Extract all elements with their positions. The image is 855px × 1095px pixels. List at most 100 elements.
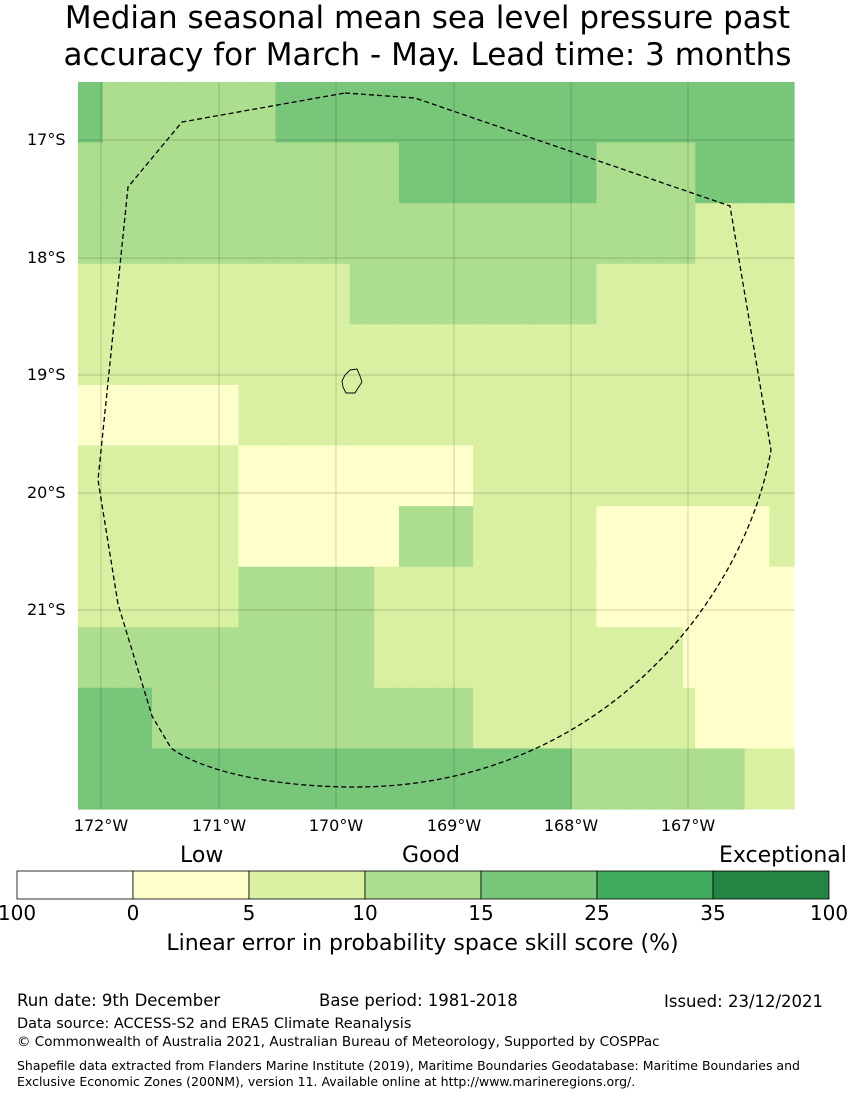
- grid-cell: [300, 142, 314, 204]
- grid-cell: [633, 748, 647, 810]
- grid-cell: [189, 627, 203, 689]
- grid-cell: [522, 687, 536, 750]
- colorbar-segment: [16, 870, 134, 900]
- grid-cell: [226, 506, 240, 568]
- grid-cell: [90, 627, 104, 689]
- grid-cell: [312, 687, 326, 750]
- grid-cell: [312, 748, 326, 810]
- grid-cell: [769, 445, 783, 507]
- grid-cell: [164, 627, 178, 689]
- grid-cell: [411, 627, 425, 689]
- colorbar-segment: [364, 870, 482, 900]
- grid-cell: [510, 203, 524, 265]
- grid-cell: [152, 324, 166, 386]
- grid-cell: [361, 748, 375, 810]
- grid-cell: [300, 82, 314, 144]
- grid-cell: [386, 142, 400, 204]
- grid-cell: [522, 203, 536, 265]
- grid-cell: [300, 203, 314, 265]
- grid-cell: [473, 324, 486, 386]
- grid-cell: [176, 324, 190, 386]
- grid-cell: [645, 203, 659, 265]
- grid-cell: [361, 687, 375, 750]
- grid-cell: [263, 142, 277, 204]
- grid-cell: [238, 263, 252, 325]
- grid-cell: [213, 445, 227, 507]
- grid-cell: [115, 566, 128, 628]
- grid-cell: [608, 142, 622, 204]
- grid-cell: [386, 748, 400, 810]
- grid-cell: [287, 263, 301, 325]
- grid-cell: [287, 324, 301, 386]
- grid-cell: [213, 506, 227, 568]
- grid-cell: [633, 627, 647, 689]
- grid-cell: [460, 748, 474, 810]
- grid-cell: [682, 506, 696, 568]
- grid-cell: [176, 203, 190, 265]
- grid-cell: [707, 445, 721, 507]
- grid-cell: [324, 566, 338, 628]
- grid-cell: [250, 203, 264, 265]
- grid-cell: [300, 384, 314, 447]
- grid-cell: [781, 748, 795, 810]
- grid-cell: [102, 203, 116, 265]
- grid-cell: [189, 82, 203, 144]
- grid-cell: [695, 384, 709, 447]
- grid-cell: [337, 82, 351, 144]
- grid-cell: [189, 445, 203, 507]
- grid-cell: [608, 627, 622, 689]
- grid-cell: [584, 506, 598, 568]
- grid-cell: [90, 142, 104, 204]
- grid-cell: [263, 203, 277, 265]
- colorbar-category-exceptional: Exceptional: [719, 843, 847, 868]
- longitude-label: 167°W: [660, 816, 716, 835]
- grid-cell: [127, 687, 141, 750]
- colorbar-tick: 10: [352, 901, 378, 925]
- longitude-label: 169°W: [426, 816, 482, 835]
- grid-cell: [386, 203, 400, 265]
- grid-cell: [386, 263, 400, 325]
- grid-cell: [756, 506, 770, 568]
- grid-cell: [485, 324, 499, 386]
- grid-cell: [411, 263, 425, 325]
- grid-cell: [547, 627, 561, 689]
- grid-cell: [645, 384, 659, 447]
- grid-cell: [497, 627, 511, 689]
- grid-cell: [226, 263, 240, 325]
- grid-cell: [769, 566, 783, 628]
- longitude-label: 170°W: [308, 816, 364, 835]
- grid-cell: [164, 566, 178, 628]
- grid-cell: [473, 142, 486, 204]
- grid-cell: [226, 687, 240, 750]
- grid-cell: [473, 445, 486, 507]
- grid-cell: [238, 687, 252, 750]
- grid-cell: [670, 445, 684, 507]
- grid-cell: [695, 748, 709, 810]
- grid-cell: [621, 203, 635, 265]
- grid-cell: [127, 263, 141, 325]
- grid-cell: [164, 506, 178, 568]
- grid-cell: [324, 627, 338, 689]
- grid-cell: [436, 566, 449, 628]
- grid-cell: [695, 627, 709, 689]
- grid-cell: [176, 142, 190, 204]
- grid-cell: [287, 142, 301, 204]
- grid-cell: [90, 324, 104, 386]
- grid-cell: [547, 506, 561, 568]
- grid-cell: [645, 506, 659, 568]
- grid-cell: [584, 627, 598, 689]
- grid-cell: [139, 324, 153, 386]
- grid-cell: [201, 263, 215, 325]
- grid-cell: [547, 324, 561, 386]
- grid-cell: [127, 445, 141, 507]
- grid-cell: [300, 748, 314, 810]
- grid-cell: [115, 384, 128, 447]
- grid-cell: [139, 627, 153, 689]
- grid-cell: [448, 384, 462, 447]
- grid-cell: [152, 203, 166, 265]
- grid-cell: [621, 748, 635, 810]
- grid-cell: [263, 82, 277, 144]
- grid-cell: [670, 748, 684, 810]
- grid-cell: [90, 82, 104, 144]
- grid-cell: [485, 566, 499, 628]
